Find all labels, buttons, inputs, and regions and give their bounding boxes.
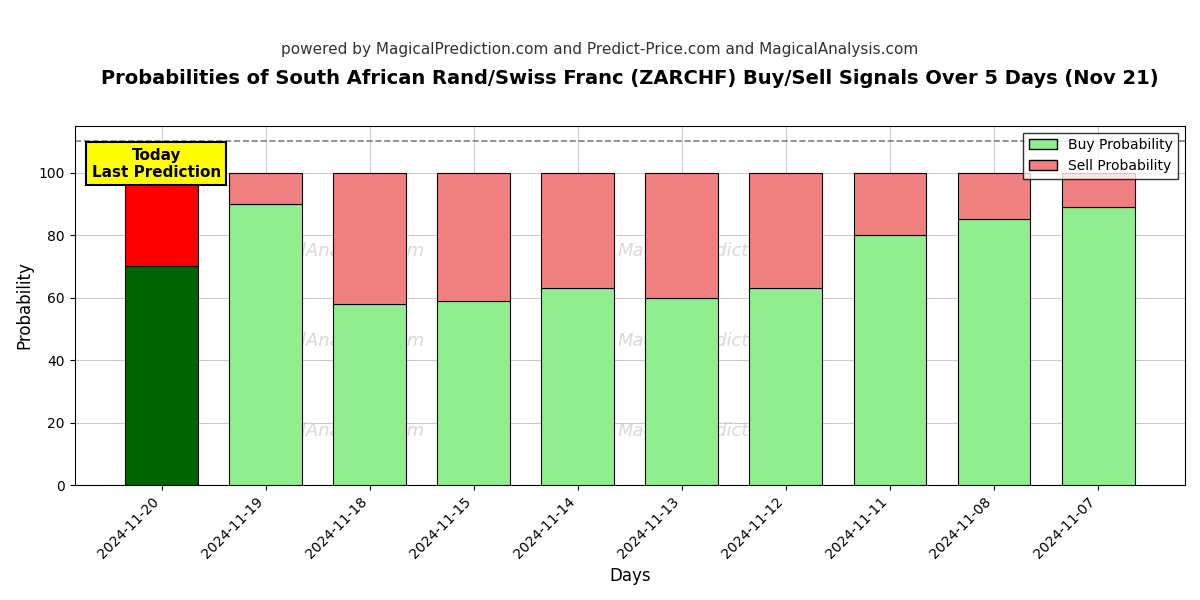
Bar bbox=[646, 173, 719, 298]
Bar bbox=[541, 288, 614, 485]
Bar bbox=[334, 173, 406, 304]
Bar bbox=[958, 220, 1031, 485]
Text: MagicalPrediction.com: MagicalPrediction.com bbox=[617, 332, 820, 350]
Text: calAnalysis.com: calAnalysis.com bbox=[280, 332, 425, 350]
Text: Today
Last Prediction: Today Last Prediction bbox=[91, 148, 221, 180]
Text: calAnalysis.com: calAnalysis.com bbox=[280, 422, 425, 440]
Bar bbox=[750, 173, 822, 288]
Text: powered by MagicalPrediction.com and Predict-Price.com and MagicalAnalysis.com: powered by MagicalPrediction.com and Pre… bbox=[281, 42, 919, 57]
Text: MagicalPrediction.com: MagicalPrediction.com bbox=[617, 242, 820, 260]
Text: MagicalPrediction.com: MagicalPrediction.com bbox=[617, 422, 820, 440]
Legend: Buy Probability, Sell Probability: Buy Probability, Sell Probability bbox=[1024, 133, 1178, 179]
Y-axis label: Probability: Probability bbox=[16, 262, 34, 349]
Bar bbox=[853, 235, 926, 485]
Bar bbox=[958, 173, 1031, 220]
Bar bbox=[750, 288, 822, 485]
Bar bbox=[437, 301, 510, 485]
Bar bbox=[541, 173, 614, 288]
Bar bbox=[1062, 173, 1134, 207]
Title: Probabilities of South African Rand/Swiss Franc (ZARCHF) Buy/Sell Signals Over 5: Probabilities of South African Rand/Swis… bbox=[101, 69, 1159, 88]
Bar bbox=[1062, 207, 1134, 485]
Text: calAnalysis.com: calAnalysis.com bbox=[280, 242, 425, 260]
Bar bbox=[646, 298, 719, 485]
X-axis label: Days: Days bbox=[610, 567, 650, 585]
Bar bbox=[437, 173, 510, 301]
Bar bbox=[125, 173, 198, 266]
Bar bbox=[125, 266, 198, 485]
Bar bbox=[229, 204, 302, 485]
Bar bbox=[229, 173, 302, 204]
Bar bbox=[853, 173, 926, 235]
Bar bbox=[334, 304, 406, 485]
